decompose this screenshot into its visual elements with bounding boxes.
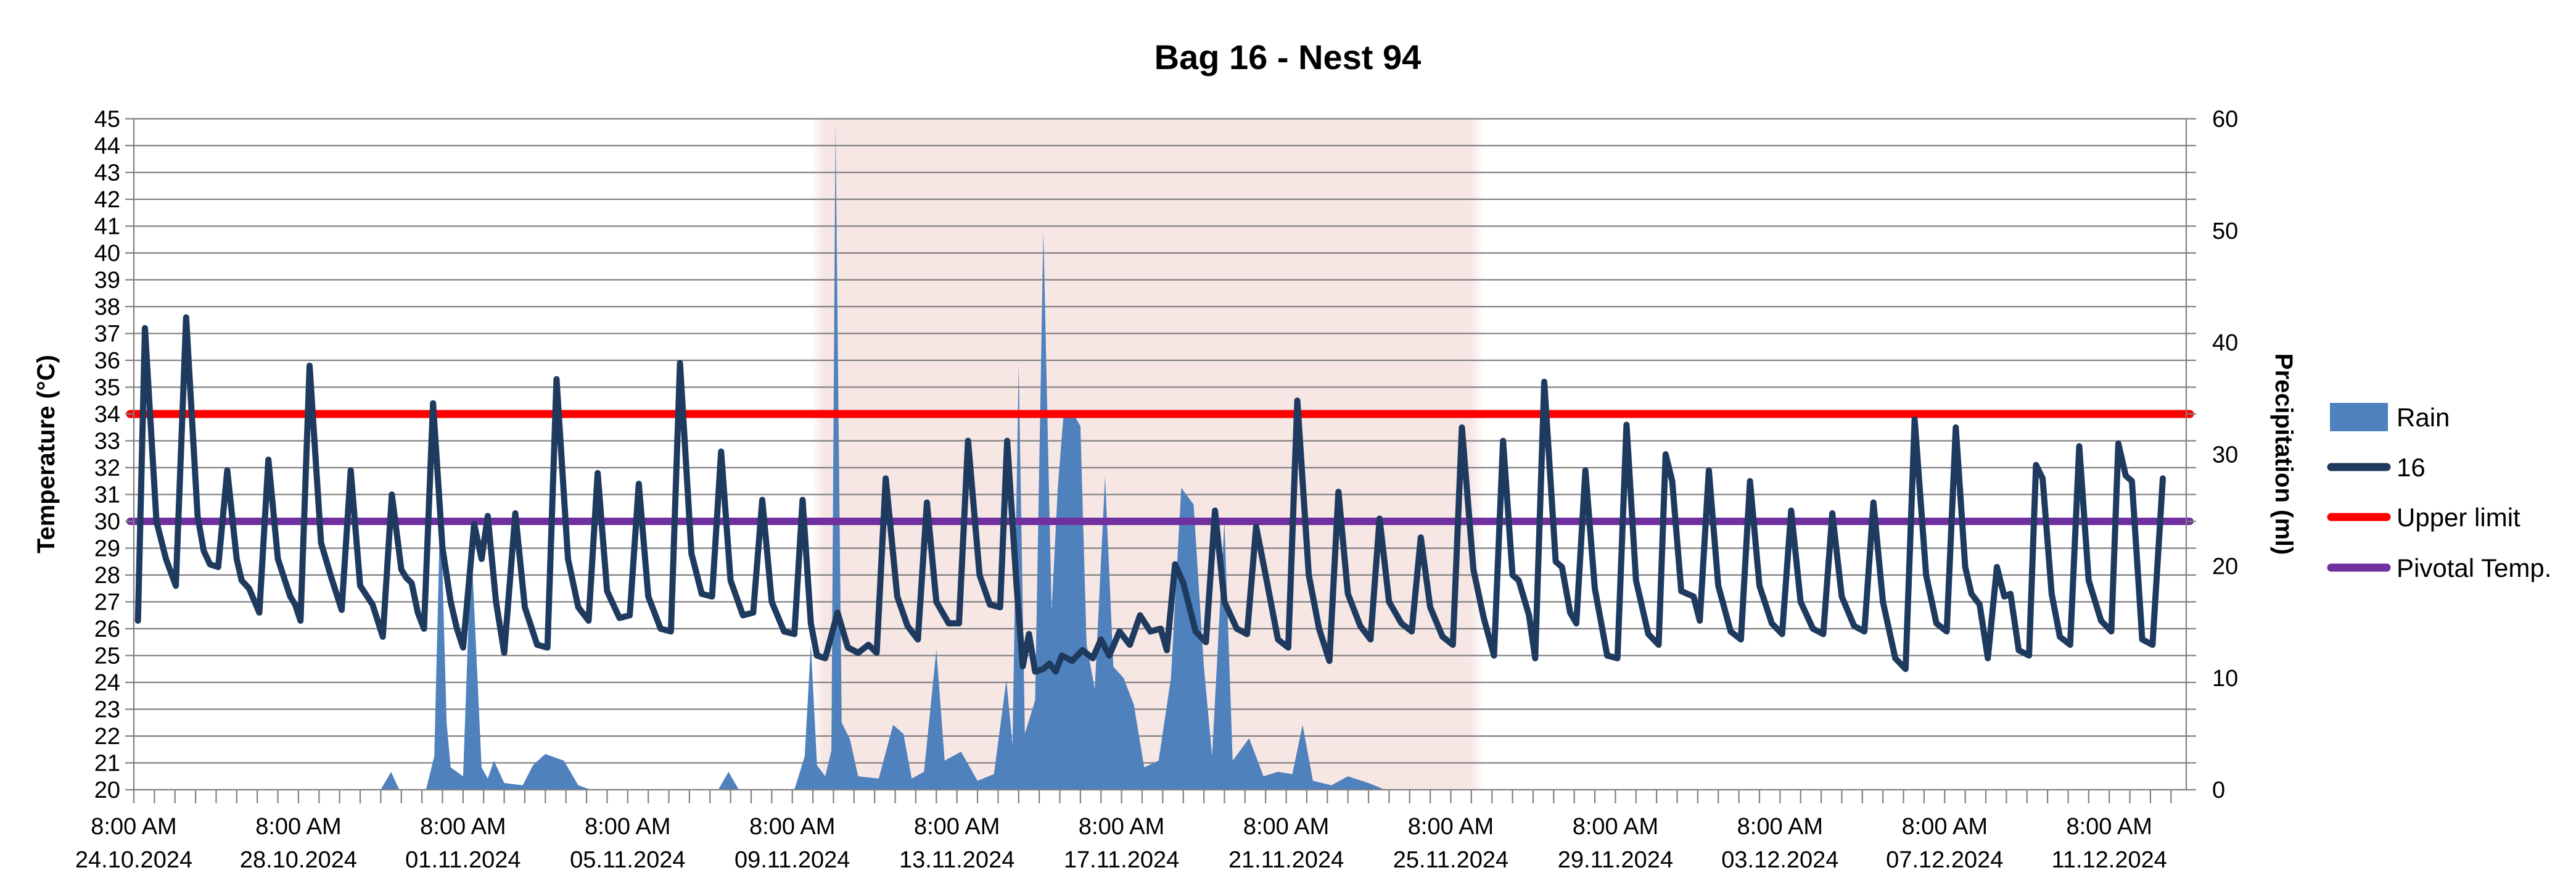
left-tick-label: 42 (94, 187, 120, 213)
x-time-label: 8:00 AM (1243, 814, 1329, 840)
right-tick-label: 10 (2212, 666, 2238, 692)
right-tick-label: 60 (2212, 107, 2238, 133)
legend-item-upper-limit: Upper limit (2327, 503, 2520, 532)
left-tick-label: 23 (94, 697, 120, 723)
left-tick-label: 28 (94, 563, 120, 589)
legend-item-rain: Rain (2330, 403, 2450, 432)
left-tick-label: 30 (94, 509, 120, 535)
x-date-label: 13.11.2024 (899, 847, 1014, 873)
x-date-label: 07.12.2024 (1886, 847, 2003, 873)
x-date-label: 24.10.2024 (75, 847, 192, 873)
left-tick-label: 40 (94, 241, 120, 267)
x-date-label: 09.11.2024 (735, 847, 850, 873)
left-tick-label: 22 (94, 724, 120, 750)
legend-item-pivotal-temp: Pivotal Temp. (2327, 553, 2551, 582)
right-tick-label: 40 (2212, 330, 2238, 356)
axes (125, 118, 2196, 803)
x-date-label: 05.11.2024 (570, 847, 685, 873)
x-time-label: 8:00 AM (1079, 814, 1164, 840)
x-axis-labels: 8:00 AM 24.10.2024 8:00 AM 28.10.2024 8:00 A… (75, 814, 2167, 873)
x-date-label: 29.11.2024 (1558, 847, 1673, 873)
left-tick-label: 33 (94, 429, 120, 455)
left-tick-label: 31 (94, 482, 120, 508)
left-tick-label: 32 (94, 455, 120, 481)
x-date-label: 01.11.2024 (405, 847, 521, 873)
left-tick-label: 24 (94, 670, 120, 696)
x-time-label: 8:00 AM (255, 814, 341, 840)
left-tick-label: 27 (94, 590, 120, 616)
chart-title: Bag 16 - Nest 94 (1154, 38, 1422, 77)
x-date-label: 17.11.2024 (1064, 847, 1179, 873)
x-time-label: 8:00 AM (2066, 814, 2152, 840)
left-tick-label: 39 (94, 268, 120, 294)
x-time-label: 8:00 AM (1573, 814, 1658, 840)
legend-label-rain: Rain (2397, 403, 2450, 432)
left-tick-label: 37 (94, 321, 120, 347)
x-date-label: 25.11.2024 (1393, 847, 1508, 873)
right-axis-title: Precipitation (ml) (2270, 354, 2297, 555)
x-time-label: 8:00 AM (91, 814, 176, 840)
left-axis-title: Temperature (°C) (33, 355, 60, 553)
left-tick-label: 36 (94, 348, 120, 374)
x-time-label: 8:00 AM (914, 814, 1000, 840)
incubation-shaded-region (810, 118, 1484, 790)
legend-item-temperature: 16 (2327, 453, 2426, 482)
left-tick-label: 21 (94, 751, 120, 777)
left-tick-label: 43 (94, 160, 120, 186)
x-time-label: 8:00 AM (1408, 814, 1494, 840)
shaded-region (810, 118, 1484, 790)
rain-swatch-icon (2330, 403, 2388, 431)
x-time-label: 8:00 AM (585, 814, 670, 840)
x-date-label: 11.12.2024 (2052, 847, 2167, 873)
left-axis-tick-labels: 2021222324252627282930313233343536373839… (94, 107, 120, 804)
legend-label-temperature: 16 (2397, 453, 2426, 482)
x-time-label: 8:00 AM (1737, 814, 1823, 840)
left-tick-label: 45 (94, 107, 120, 133)
left-tick-label: 35 (94, 375, 120, 401)
temperature-line-series (134, 314, 2166, 675)
x-time-label: 8:00 AM (749, 814, 835, 840)
left-tick-label: 26 (94, 616, 120, 642)
left-tick-label: 41 (94, 214, 120, 240)
right-tick-label: 50 (2212, 218, 2238, 244)
left-tick-label: 25 (94, 644, 120, 669)
x-date-label: 28.10.2024 (240, 847, 357, 873)
left-tick-label: 44 (94, 133, 120, 159)
left-tick-label: 29 (94, 536, 120, 562)
right-tick-label: 20 (2212, 554, 2238, 580)
left-tick-label: 34 (94, 402, 120, 428)
left-tick-label: 38 (94, 294, 120, 320)
right-tick-label: 30 (2212, 442, 2238, 468)
x-time-label: 8:00 AM (420, 814, 506, 840)
right-axis-tick-labels: 0 10 20 30 40 50 60 (2212, 107, 2238, 804)
legend-label-pivotal-temp: Pivotal Temp. (2397, 553, 2551, 582)
legend: Rain 16 Upper limit Pivotal Temp. (2327, 403, 2551, 582)
x-date-label: 03.12.2024 (1721, 847, 1838, 873)
legend-label-upper-limit: Upper limit (2397, 503, 2520, 532)
x-time-label: 8:00 AM (1902, 814, 1988, 840)
x-date-label: 21.11.2024 (1228, 847, 1344, 873)
left-tick-label: 20 (94, 777, 120, 803)
right-tick-label: 0 (2212, 777, 2225, 803)
temperature-line (134, 314, 2166, 675)
